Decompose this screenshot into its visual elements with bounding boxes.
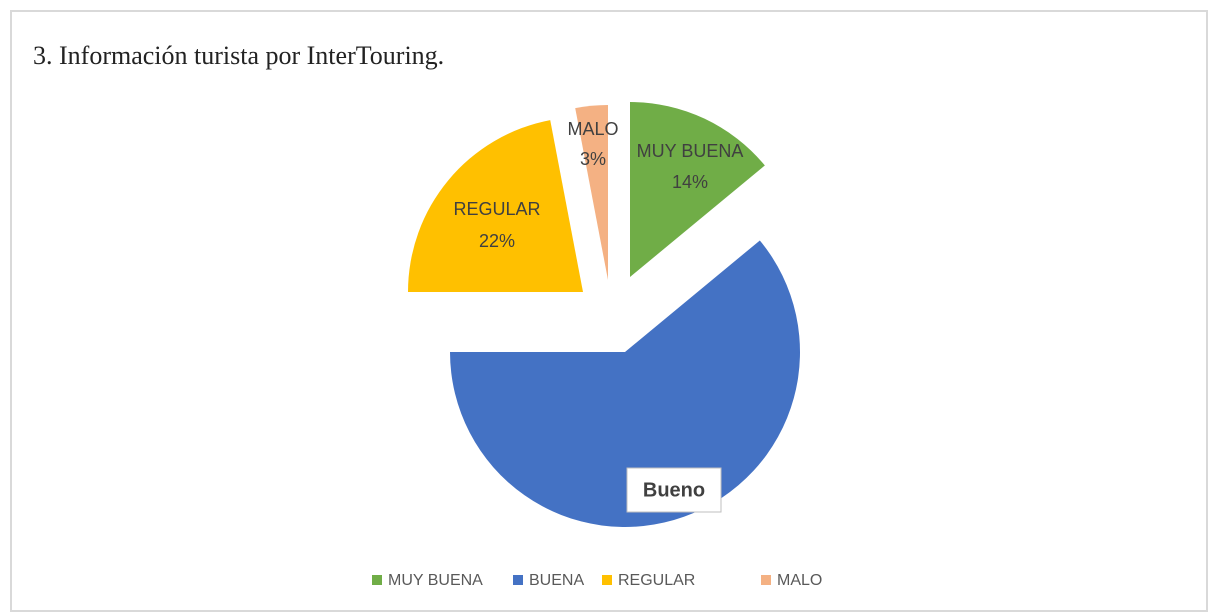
legend-swatch xyxy=(761,575,771,585)
slice-value-label: 3% xyxy=(580,149,606,169)
slice-category-label: MALO xyxy=(567,119,618,139)
legend-swatch xyxy=(372,575,382,585)
legend-label: BUENA xyxy=(529,572,584,589)
annotation-box xyxy=(626,467,722,513)
annotation: Bueno xyxy=(643,479,705,501)
legend-label: MALO xyxy=(777,572,822,589)
legend-swatch xyxy=(513,575,523,585)
legend-label: REGULAR xyxy=(618,572,695,589)
slice-value-label: 22% xyxy=(479,231,515,251)
pie-slice xyxy=(630,102,765,277)
legend-swatch xyxy=(602,575,612,585)
pie-slice xyxy=(450,240,800,527)
legend-label: MUY BUENA xyxy=(388,572,483,589)
slice-category-label: REGULAR xyxy=(453,199,540,219)
chart-title: 3. Información turista por InterTouring. xyxy=(33,41,444,70)
pie-slice xyxy=(575,105,608,280)
slice-value-label: 14% xyxy=(672,172,708,192)
pie-slice xyxy=(408,120,583,292)
slice-category-label: MUY BUENA xyxy=(637,141,744,161)
